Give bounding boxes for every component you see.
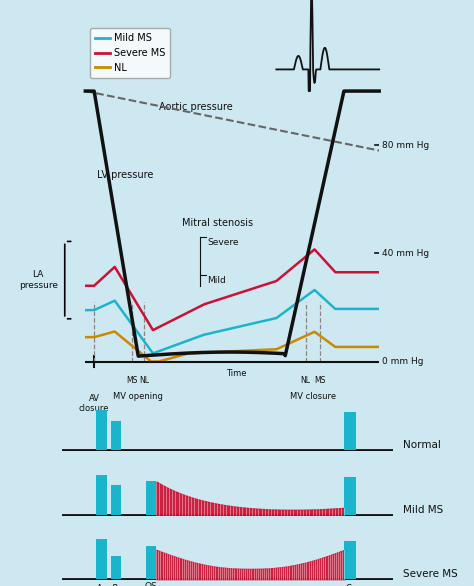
Text: $S_1$: $S_1$ [345, 582, 356, 586]
Text: 80 mm Hg: 80 mm Hg [382, 141, 429, 149]
Text: NL: NL [301, 376, 311, 385]
Bar [111, 421, 121, 450]
Text: 0 mm Hg: 0 mm Hg [382, 357, 424, 366]
Bar [96, 410, 107, 450]
Text: LV pressure: LV pressure [97, 169, 154, 179]
Text: MV opening: MV opening [113, 393, 163, 401]
Text: $A_2$: $A_2$ [95, 582, 108, 586]
Text: LA
pressure: LA pressure [19, 270, 58, 290]
Bar [96, 475, 107, 515]
Text: MV closure: MV closure [290, 393, 336, 401]
Text: NL: NL [139, 376, 149, 385]
Bar [345, 412, 356, 450]
Text: AV
closure: AV closure [79, 394, 109, 413]
Bar [111, 485, 121, 515]
Text: Severe MS: Severe MS [403, 569, 458, 579]
Bar [96, 539, 107, 579]
Text: MS: MS [315, 376, 326, 385]
Text: Time: Time [227, 369, 247, 379]
Bar [146, 546, 156, 579]
Text: Mild MS: Mild MS [403, 505, 444, 515]
Text: Aortic pressure: Aortic pressure [159, 102, 233, 112]
Text: OS: OS [145, 582, 157, 586]
Text: MS: MS [127, 376, 138, 385]
Text: Mitral stenosis: Mitral stenosis [182, 219, 253, 229]
Legend: Mild MS, Severe MS, NL: Mild MS, Severe MS, NL [90, 28, 170, 78]
Bar [111, 556, 121, 579]
Text: 40 mm Hg: 40 mm Hg [382, 249, 429, 258]
Text: Mild: Mild [207, 276, 226, 285]
Bar [146, 482, 156, 515]
Text: $P_2$: $P_2$ [111, 582, 122, 586]
Text: Severe: Severe [207, 238, 239, 247]
Bar [345, 541, 356, 579]
Text: Normal: Normal [403, 440, 441, 450]
Bar [345, 476, 356, 515]
